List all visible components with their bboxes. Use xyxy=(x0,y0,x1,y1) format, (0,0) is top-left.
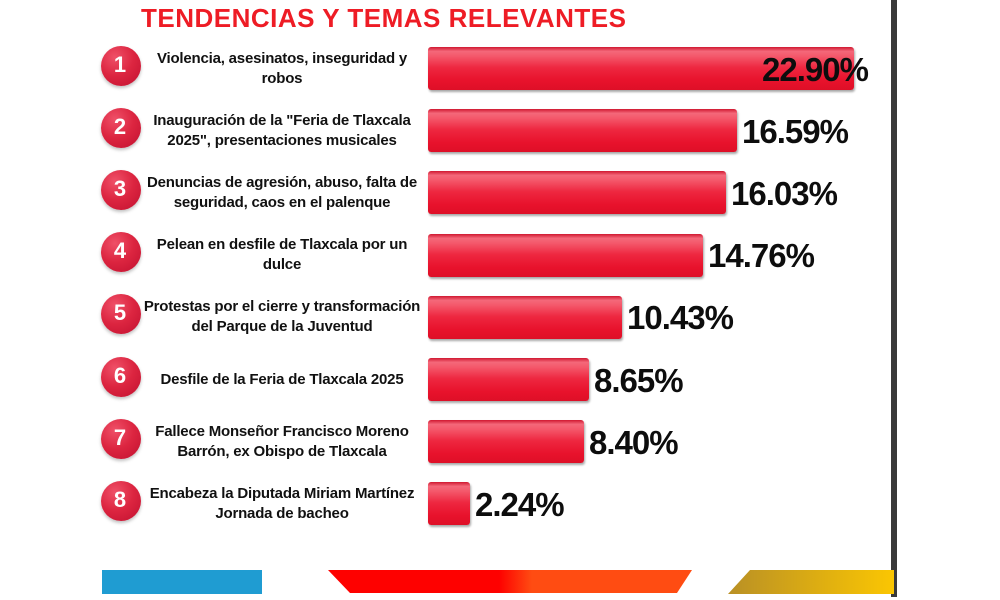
rank-number: 5 xyxy=(113,300,127,326)
rank-badge: 2 xyxy=(101,107,141,148)
bar xyxy=(428,47,854,90)
value-label: 10.43% xyxy=(627,299,734,337)
bar xyxy=(428,420,584,464)
rank-badge: 1 xyxy=(101,45,141,86)
rank-number: 6 xyxy=(113,362,127,388)
topic-label: Violencia, asesinatos, inseguridad y rob… xyxy=(156,49,408,87)
rank-number: 8 xyxy=(113,486,127,512)
topic-label: Fallece Monseñor Francisco Moreno Barrón… xyxy=(155,422,409,460)
bar xyxy=(428,171,726,215)
rank-number: 3 xyxy=(113,175,127,201)
rank-badge: 5 xyxy=(101,294,141,335)
topic-label: Denuncias de agresión, abuso, falta de s… xyxy=(147,173,417,211)
bar xyxy=(428,295,622,339)
value-label: 2.24% xyxy=(475,485,565,523)
bar xyxy=(428,358,589,401)
footer-red-ribbon xyxy=(328,570,692,593)
bar xyxy=(428,109,737,153)
value-label: 8.65% xyxy=(594,361,684,399)
value-label: 8.40% xyxy=(589,423,679,461)
rank-badge: 7 xyxy=(101,418,141,459)
bar xyxy=(428,233,703,277)
vertical-divider xyxy=(891,0,897,597)
page-title: TENDENCIAS Y TEMAS RELEVANTES xyxy=(141,3,627,33)
value-label: 16.03% xyxy=(731,174,838,212)
topic-label: Encabeza la Diputada Miriam Martínez Jor… xyxy=(149,484,415,522)
value-label: 16.59% xyxy=(742,112,849,150)
rank-badge: 8 xyxy=(101,480,141,521)
topic-label: Protestas por el cierre y transformación… xyxy=(143,298,421,336)
rank-badge: 3 xyxy=(101,169,141,210)
rank-number: 7 xyxy=(113,424,127,450)
rank-number: 4 xyxy=(113,238,127,264)
value-label: 22.90% xyxy=(762,50,869,88)
topic-label: Desfile de la Feria de Tlaxcala 2025 xyxy=(160,370,404,388)
rank-number: 2 xyxy=(113,113,127,139)
footer-gold-ribbon xyxy=(728,570,894,594)
topic-label: Inauguración de la "Feria de Tlaxcala 20… xyxy=(153,111,411,149)
rank-badge: 4 xyxy=(101,232,141,273)
rank-number: 1 xyxy=(113,51,127,77)
bar xyxy=(428,482,470,526)
footer-blue-bar xyxy=(102,570,262,594)
rank-badge: 6 xyxy=(101,356,141,397)
value-label: 14.76% xyxy=(708,237,815,275)
topic-label: Pelean en desfile de Tlaxcala por un dul… xyxy=(156,236,408,274)
